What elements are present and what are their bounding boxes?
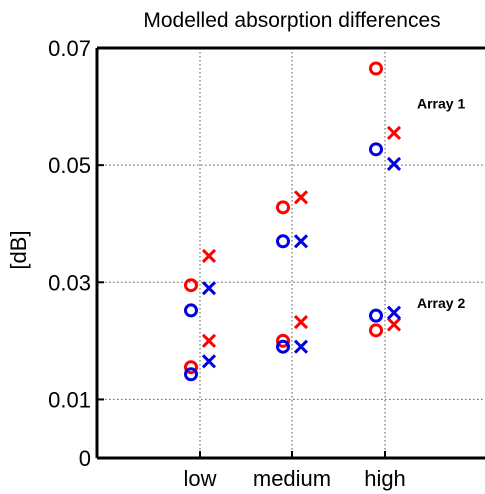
data-point-red-cross — [201, 333, 217, 348]
annotation-label: Array 1 — [417, 96, 465, 112]
y-tick-label: 0 — [79, 446, 91, 471]
data-point-red-circle — [369, 61, 383, 76]
data-point-red-circle — [184, 278, 198, 293]
data-point-red-circle — [276, 200, 290, 215]
x-axis-ticks: low medium high — [183, 451, 406, 491]
data-point-blue-circle — [184, 303, 198, 318]
data-point-red-circle — [276, 333, 290, 348]
y-axis-label: [dB] — [6, 230, 31, 269]
data-point-blue-cross — [293, 339, 309, 354]
data-point-red-circle — [184, 360, 198, 375]
y-tick-label: 0.05 — [48, 153, 91, 178]
data-point-blue-cross — [201, 281, 217, 296]
grid-lines — [97, 48, 485, 458]
x-tick-label: high — [364, 466, 406, 491]
y-tick-label: 0.01 — [48, 387, 91, 412]
data-point-red-circle — [369, 323, 383, 338]
x-tick-label: medium — [253, 466, 331, 491]
y-tick-label: 0.03 — [48, 270, 91, 295]
data-point-red-cross — [201, 248, 217, 263]
data-point-blue-circle — [369, 142, 383, 157]
chart-title: Modelled absorption differences — [143, 9, 440, 32]
data-point-blue-circle — [184, 367, 198, 382]
data-point-blue-circle — [369, 308, 383, 323]
data-point-red-cross — [293, 315, 309, 330]
data-point-red-cross — [293, 190, 309, 205]
data-point-red-cross — [386, 317, 402, 332]
data-point-blue-circle — [276, 339, 290, 354]
data-point-red-cross — [386, 125, 402, 140]
annotation-label: Array 2 — [417, 295, 465, 311]
data-point-blue-circle — [276, 234, 290, 249]
y-axis-ticks: 0 0.01 0.03 0.05 0.07 — [48, 36, 104, 471]
data-point-blue-cross — [201, 354, 217, 369]
x-tick-label: low — [183, 466, 216, 491]
data-point-blue-cross — [386, 156, 402, 172]
data-point-blue-cross — [293, 234, 309, 249]
data-points — [184, 61, 402, 382]
annotations: Array 1 Array 2 — [417, 96, 465, 311]
data-point-blue-cross — [386, 305, 402, 320]
y-tick-label: 0.07 — [48, 36, 91, 61]
